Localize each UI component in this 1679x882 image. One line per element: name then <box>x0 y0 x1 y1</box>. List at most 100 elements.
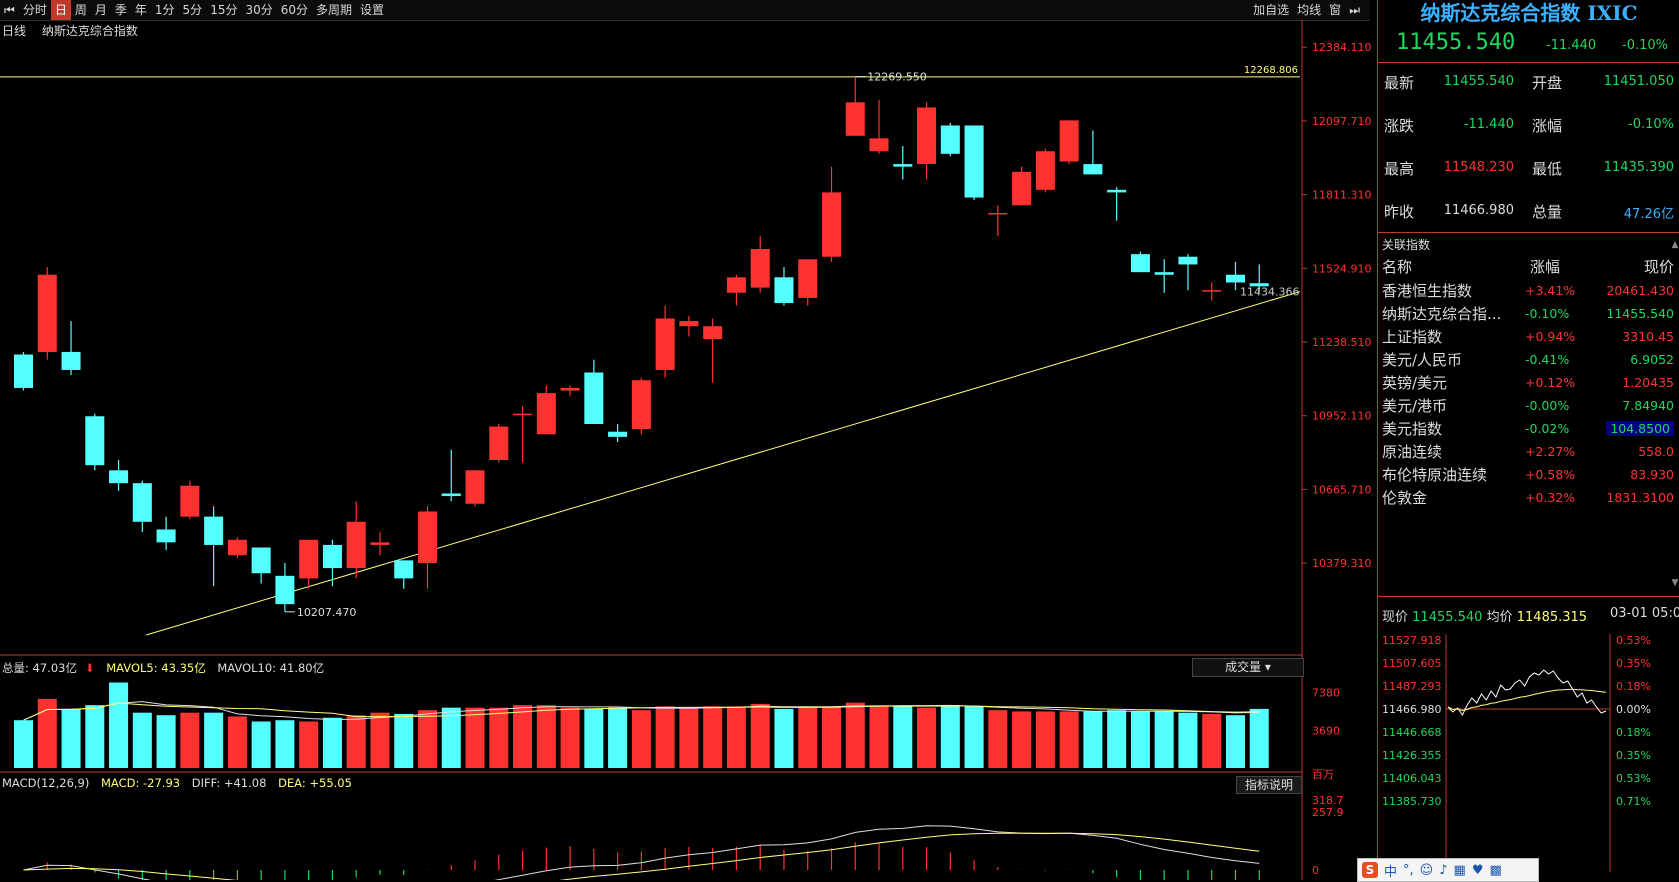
macd-name: MACD(12,26,9) <box>2 776 90 790</box>
window-button[interactable]: 窗 <box>1329 3 1342 17</box>
punctuation-icon[interactable]: °, <box>1403 862 1414 878</box>
volume-total: 总量: 47.03亿 <box>2 661 77 675</box>
volume-unit: 百万 <box>1312 768 1334 781</box>
tab-yearly[interactable]: 年 <box>134 3 147 17</box>
kline-chart[interactable]: 12384.110 12097.710 11811.310 11524.910 1123… <box>0 20 1376 880</box>
settings-button[interactable]: 设置 <box>360 3 385 17</box>
candle-body <box>1178 256 1198 265</box>
related-row[interactable]: 英镑/美元 +0.12% 1.20435 <box>1382 372 1676 395</box>
candle-body <box>513 413 533 416</box>
volume-bar <box>703 706 723 768</box>
candle-body <box>1225 274 1245 283</box>
toolbox-icon[interactable]: ▩ <box>1489 862 1502 878</box>
candle-body <box>988 212 1008 215</box>
quote-panel: 纳斯达克综合指数 IXIC 11455.540 -11.440 -0.10% 最… <box>1377 0 1679 880</box>
candle-body <box>394 560 414 579</box>
volume-bar <box>1130 711 1150 768</box>
tab-5min[interactable]: 5分 <box>182 3 203 17</box>
related-row[interactable]: 美元/港币 -0.00% 7.84940 <box>1382 395 1676 418</box>
volume-indicator-select[interactable]: 成交量 ▾ <box>1192 658 1304 677</box>
candle-body <box>917 107 937 165</box>
volume-bar <box>1202 713 1222 768</box>
related-row[interactable]: 纳斯达克综合指... -0.10% 11455.540 <box>1382 303 1676 326</box>
tab-15min[interactable]: 15分 <box>210 3 238 17</box>
col-price: 现价 <box>1643 258 1674 276</box>
ma-toggle-button[interactable]: 均线 <box>1297 3 1322 17</box>
volume-bar <box>774 708 794 768</box>
mic-icon[interactable]: ♪ <box>1439 862 1448 878</box>
related-price: 3310.45 <box>1622 329 1674 344</box>
mini-left-axis: 11385.730 <box>1382 795 1442 808</box>
mini-right-axis: 0.18% <box>1616 726 1651 739</box>
volume-bar <box>869 705 889 768</box>
volume-ma5: MAVOL5: 43.35亿 <box>106 661 206 675</box>
quote-label: 最高 <box>1384 160 1415 178</box>
tab-quarterly[interactable]: 季 <box>114 3 127 17</box>
mini-right-axis: 0.18% <box>1616 680 1651 693</box>
candle-body <box>489 426 509 461</box>
related-price: 7.84940 <box>1622 398 1674 413</box>
tab-multi-period[interactable]: 多周期 <box>316 3 353 17</box>
volume-bar <box>1249 708 1269 768</box>
candle-body <box>1012 171 1032 206</box>
quote-price: 11455.540 <box>1396 30 1516 55</box>
add-watchlist-button[interactable]: 加自选 <box>1253 3 1290 17</box>
ime-lang[interactable]: 中 <box>1384 864 1398 880</box>
price-axis-label: 10665.710 <box>1312 483 1372 496</box>
candle-body <box>821 192 841 257</box>
volume-bar <box>417 710 438 768</box>
mini-right-axis: 0.35% <box>1616 749 1651 762</box>
ime-toolbar[interactable]: S 中 °, ☺ ♪ ▦ ♥ ▩ <box>1357 858 1539 882</box>
tab-60min[interactable]: 60分 <box>280 3 309 17</box>
related-pct: +0.12% <box>1525 375 1576 390</box>
mini-avg: 11485.315 <box>1516 610 1588 625</box>
volume-bar <box>845 702 865 768</box>
indicator-help-button[interactable]: 指标说明 <box>1236 776 1302 794</box>
tab-weekly[interactable]: 周 <box>74 3 87 17</box>
scroll-down-icon[interactable]: ▼ <box>1671 578 1679 588</box>
related-row[interactable]: 香港恒生指数 +3.41% 20461.430 <box>1382 280 1676 303</box>
volume-select-label: 成交量 <box>1225 660 1262 674</box>
volume-ma10-line <box>23 702 1260 721</box>
mini-left-axis: 11487.293 <box>1382 680 1442 693</box>
related-row[interactable]: 上证指数 +0.94% 3310.45 <box>1382 326 1676 349</box>
skin-icon[interactable]: ♥ <box>1471 862 1484 878</box>
volume-bar <box>394 713 414 768</box>
volume-bar <box>1012 711 1032 768</box>
candle-body <box>1107 189 1127 193</box>
back-arrow-icon[interactable]: ⏮ <box>4 3 15 17</box>
related-row[interactable]: 伦敦金 +0.32% 1831.3100 <box>1382 487 1676 510</box>
related-row[interactable]: 原油连续 +2.27% 558.0 <box>1382 441 1676 464</box>
mini-right-axis: 0.53% <box>1616 634 1651 647</box>
forward-arrow-icon[interactable]: ⏭ <box>1349 3 1360 17</box>
related-row[interactable]: 美元/人民币 -0.41% 6.9052 <box>1382 349 1676 372</box>
volume-bar <box>940 705 960 768</box>
candle-body <box>322 544 342 569</box>
volume-bar <box>14 720 34 768</box>
volume-bar <box>1225 715 1245 768</box>
intraday-mini-chart[interactable]: 11527.918 0.53% 11507.605 0.35% 11487.293 0.1… <box>1378 628 1678 880</box>
quote-pct: -0.10% <box>1622 38 1668 53</box>
low-label: 10207.470 <box>297 606 357 619</box>
volume-bar <box>156 715 176 768</box>
scroll-up-icon[interactable]: ▲ <box>1671 240 1679 250</box>
toolbar-right: 加自选 均线 窗 ⏭ <box>1249 0 1364 20</box>
emoji-icon[interactable]: ☺ <box>1419 862 1434 878</box>
quote-label: 总量 <box>1532 203 1563 221</box>
quote-value: 11455.540 <box>1443 74 1514 89</box>
tab-30min[interactable]: 30分 <box>245 3 273 17</box>
related-row[interactable]: 布伦特原油连续 +0.58% 83.930 <box>1382 464 1676 487</box>
tab-daily[interactable]: 日 <box>50 0 71 20</box>
candle-body <box>631 380 651 430</box>
related-row[interactable]: 美元指数 -0.02% 104.8500 <box>1382 418 1676 441</box>
volume-bar <box>679 707 699 768</box>
tab-1min[interactable]: 1分 <box>154 3 175 17</box>
related-name: 香港恒生指数 <box>1382 282 1473 300</box>
tab-monthly[interactable]: 月 <box>94 3 107 17</box>
tab-fenshi[interactable]: 分时 <box>22 3 47 17</box>
volume-bar <box>1154 711 1174 768</box>
volume-bar <box>489 707 509 768</box>
trend-line <box>145 291 1301 636</box>
volume-bar <box>180 712 200 768</box>
keyboard-icon[interactable]: ▦ <box>1453 862 1466 878</box>
